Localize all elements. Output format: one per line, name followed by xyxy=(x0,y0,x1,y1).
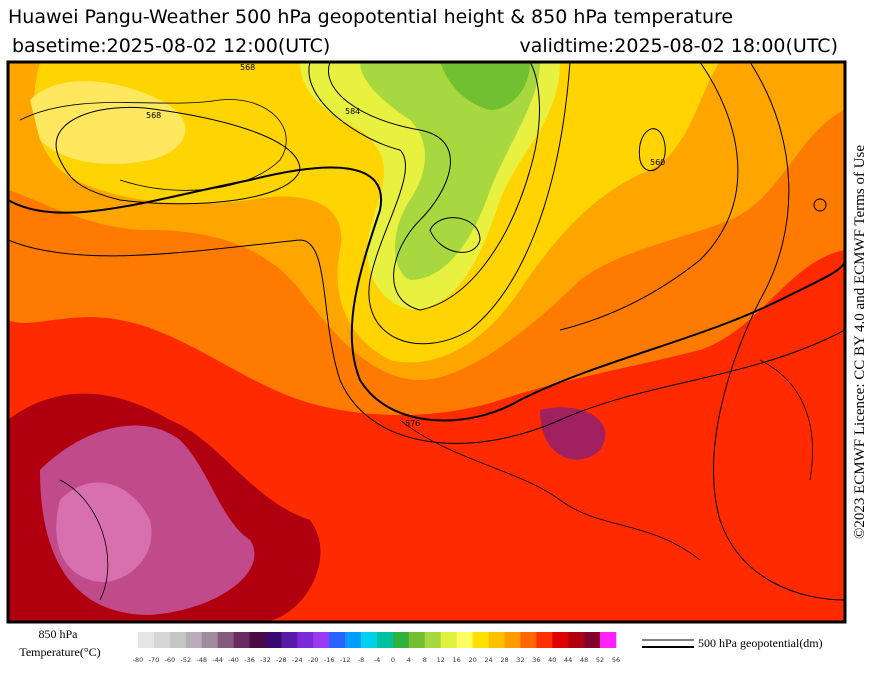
contour-label: 584 xyxy=(345,107,360,116)
contour-label: 568 xyxy=(146,111,161,120)
colorbar-tick-label: 52 xyxy=(596,656,604,664)
colorbar-cell xyxy=(169,632,187,648)
colorbar-title: 850 hPa xyxy=(39,627,79,641)
colorbar-cell xyxy=(552,632,569,648)
colorbar-cell xyxy=(472,632,489,648)
colorbar-tick-label: 4 xyxy=(407,656,411,664)
colorbar-cell xyxy=(329,632,346,648)
colorbar-cell xyxy=(377,632,394,648)
colorbar-tick-label: -32 xyxy=(260,656,271,664)
colorbar-tick-label: 20 xyxy=(468,656,476,664)
colorbar-tick-label: -40 xyxy=(228,656,239,664)
colorbar-cell xyxy=(313,632,330,648)
colorbar-tick-label: 36 xyxy=(532,656,540,664)
colorbar-tick-label: -16 xyxy=(324,656,335,664)
colorbar-cell xyxy=(488,632,505,648)
colorbar-cell xyxy=(138,632,155,648)
colorbar-tick-label: -48 xyxy=(196,656,207,664)
colorbar-tick-label: -36 xyxy=(244,656,255,664)
colorbar-tick-label: 28 xyxy=(500,656,508,664)
colorbar-cell xyxy=(361,632,378,648)
colorbar-cell xyxy=(153,632,171,648)
map: 568 568 560 576 584 xyxy=(8,62,845,622)
colorbar-tick-label: -52 xyxy=(180,656,191,664)
colorbar-tick-label: 44 xyxy=(564,656,572,664)
colorbar-cell xyxy=(201,632,218,648)
colorbar-tick-label: 40 xyxy=(548,656,556,664)
colorbar-cell xyxy=(297,632,314,648)
contours xyxy=(8,62,845,601)
colorbar-cell xyxy=(456,632,473,648)
colorbar-tick-label: -28 xyxy=(276,656,287,664)
colorbar-cell xyxy=(217,632,234,648)
colorbar-cell xyxy=(392,632,410,648)
colorbar-cell xyxy=(185,632,203,648)
colorbar-cell xyxy=(265,632,282,648)
colorbar-title: Temperature(°C) xyxy=(19,645,100,659)
colorbar-tick-label: -8 xyxy=(358,656,364,664)
colorbar-tick-label: 0 xyxy=(391,656,395,664)
colorbar-tick-label: -12 xyxy=(340,656,351,664)
colorbar-tick-label: -44 xyxy=(212,656,223,664)
colorbar-cell xyxy=(584,632,601,648)
contour-label: 568 xyxy=(240,63,255,72)
colorbar-tick-label: 16 xyxy=(453,656,461,664)
colorbar-tick-label: 24 xyxy=(484,656,492,664)
colorbar-tick-label: -4 xyxy=(374,656,380,664)
contour-label: 560 xyxy=(650,158,665,167)
colorbar-cell xyxy=(440,632,457,648)
colorbar-tick-label: 12 xyxy=(437,656,445,664)
colorbar-tick-label: -70 xyxy=(149,656,160,664)
map-frame xyxy=(6,60,847,624)
contour-label: 576 xyxy=(405,419,420,428)
colorbar: -80 -70 -60 -52 -48 -44 -40 -36 -32 -28 -24 -20 -16-… xyxy=(133,632,620,664)
colorbar-tick-label: 56 xyxy=(612,656,620,664)
colorbar-tick-label: -24 xyxy=(292,656,303,664)
colorbar-tick-label: 32 xyxy=(516,656,524,664)
colorbar-cell xyxy=(345,632,362,648)
colorbar-cell xyxy=(424,632,442,648)
licence: ©2023 ECMWF Licence: CC BY 4.0 and ECMWF… xyxy=(852,145,868,539)
colorbar-cell xyxy=(520,632,537,648)
title: Huawei Pangu-Weather 500 hPa geopotentia… xyxy=(8,6,733,28)
colorbar-cell xyxy=(408,632,426,648)
basetime: basetime:2025-08-02 12:00(UTC) xyxy=(12,35,330,57)
colorbar-cell xyxy=(600,632,617,648)
colorbar-tick-label: -20 xyxy=(308,656,319,664)
colorbar-cell xyxy=(233,632,250,648)
colorbar-cell xyxy=(281,632,298,648)
colorbar-tick-label: 48 xyxy=(580,656,588,664)
colorbar-tick-label: -80 xyxy=(133,656,144,664)
colorbar-tick-label: -60 xyxy=(165,656,176,664)
colorbar-cell xyxy=(249,632,266,648)
colorbar-cell xyxy=(536,632,553,648)
colorbar-tick-label: 8 xyxy=(423,656,427,664)
colorbar-cell xyxy=(504,632,521,648)
legend-label: 500 hPa geopotential(dm) xyxy=(698,636,823,650)
validtime: validtime:2025-08-02 18:00(UTC) xyxy=(519,35,838,57)
colorbar-cell xyxy=(568,632,585,648)
